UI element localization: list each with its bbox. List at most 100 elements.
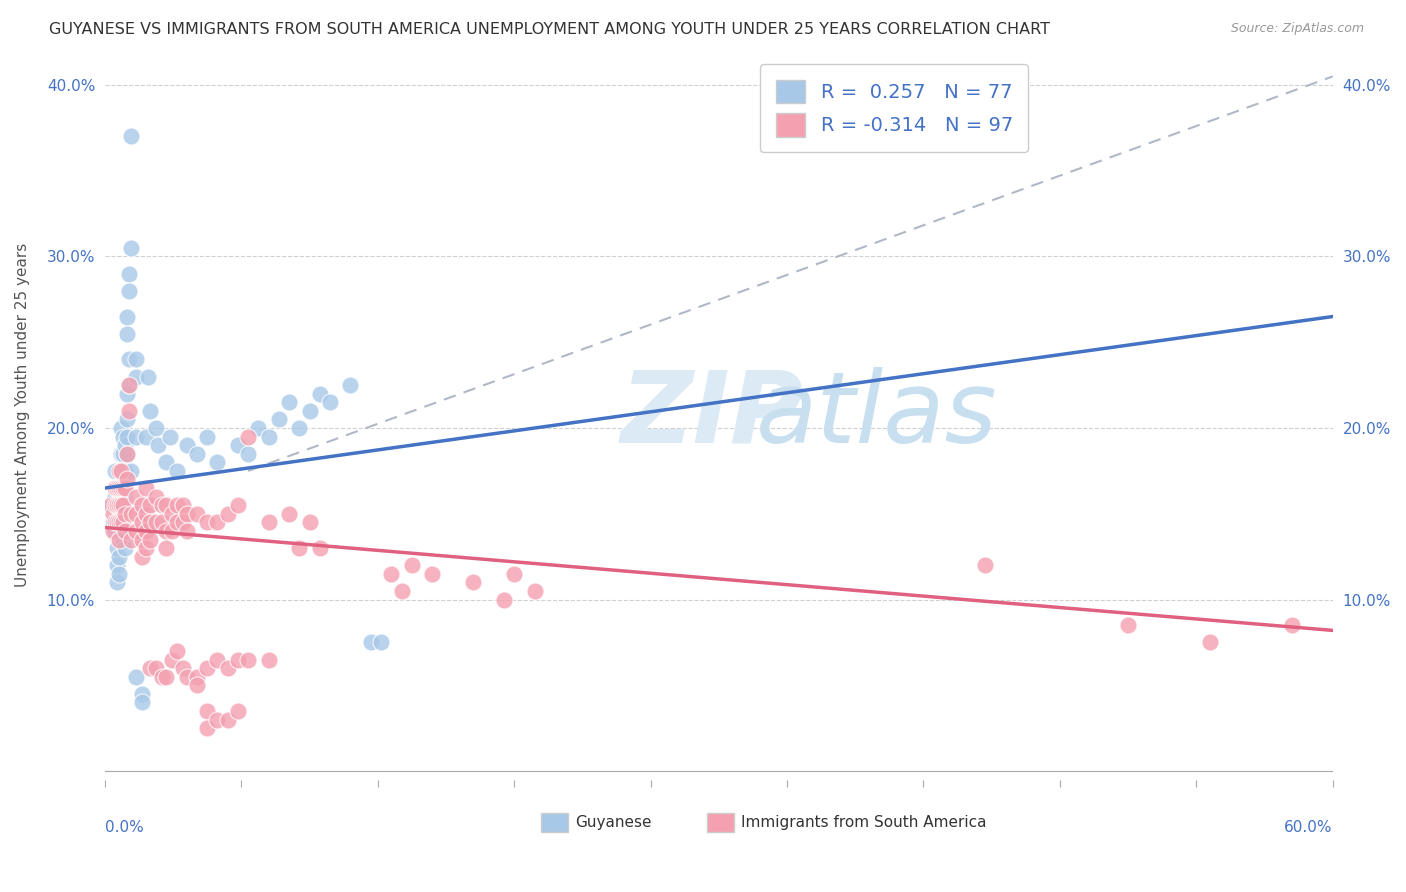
Point bbox=[186, 447, 208, 461]
Point bbox=[104, 524, 127, 538]
Point bbox=[117, 326, 139, 341]
Point bbox=[176, 507, 198, 521]
Point bbox=[110, 498, 132, 512]
Point bbox=[117, 447, 139, 461]
Point bbox=[139, 516, 162, 530]
Point bbox=[131, 695, 153, 709]
Point bbox=[135, 524, 157, 538]
Point bbox=[108, 498, 131, 512]
Point bbox=[124, 352, 146, 367]
Point bbox=[117, 386, 139, 401]
Point bbox=[110, 464, 132, 478]
Point bbox=[124, 670, 146, 684]
Point bbox=[108, 516, 131, 530]
Point bbox=[110, 464, 132, 478]
Point bbox=[162, 507, 184, 521]
Point bbox=[195, 704, 218, 718]
Point bbox=[105, 575, 128, 590]
Point bbox=[110, 524, 132, 538]
Point bbox=[226, 652, 249, 666]
Point bbox=[114, 481, 136, 495]
Point bbox=[420, 566, 443, 581]
Point bbox=[155, 498, 177, 512]
Point bbox=[112, 481, 135, 495]
Point bbox=[288, 421, 311, 435]
Point bbox=[112, 516, 135, 530]
Text: Source: ZipAtlas.com: Source: ZipAtlas.com bbox=[1230, 22, 1364, 36]
Point bbox=[135, 541, 157, 555]
Point bbox=[217, 507, 239, 521]
Point bbox=[523, 584, 546, 599]
Point bbox=[112, 533, 135, 547]
Point bbox=[110, 516, 132, 530]
Point bbox=[104, 490, 127, 504]
Point bbox=[117, 429, 139, 443]
Point bbox=[186, 678, 208, 692]
Point bbox=[104, 516, 127, 530]
Point bbox=[131, 533, 153, 547]
Point bbox=[257, 652, 280, 666]
Point bbox=[118, 284, 141, 298]
Point bbox=[186, 507, 208, 521]
Point bbox=[155, 541, 177, 555]
Point bbox=[247, 421, 270, 435]
Point bbox=[463, 575, 485, 590]
Point bbox=[112, 447, 135, 461]
Point bbox=[124, 490, 146, 504]
Point bbox=[108, 481, 131, 495]
Legend: R =  0.257   N = 77, R = -0.314   N = 97: R = 0.257 N = 77, R = -0.314 N = 97 bbox=[761, 64, 1028, 153]
Point bbox=[172, 498, 194, 512]
Point bbox=[492, 592, 515, 607]
Point bbox=[114, 541, 136, 555]
Point bbox=[110, 447, 132, 461]
Point bbox=[101, 516, 124, 530]
Point bbox=[114, 490, 136, 504]
Point bbox=[308, 386, 330, 401]
Text: 60.0%: 60.0% bbox=[1284, 820, 1333, 835]
Point bbox=[360, 635, 382, 649]
Point bbox=[100, 498, 122, 512]
Point bbox=[101, 524, 124, 538]
Point bbox=[207, 516, 229, 530]
Text: Guyanese: Guyanese bbox=[575, 815, 651, 830]
Point bbox=[401, 558, 423, 573]
Point bbox=[172, 661, 194, 675]
Point bbox=[105, 507, 128, 521]
Point bbox=[1199, 635, 1222, 649]
Point bbox=[267, 412, 290, 426]
Point bbox=[105, 541, 128, 555]
Point bbox=[121, 507, 143, 521]
Point bbox=[195, 516, 218, 530]
Text: 0.0%: 0.0% bbox=[105, 820, 143, 835]
Point bbox=[131, 549, 153, 564]
Point bbox=[118, 378, 141, 392]
Point bbox=[104, 464, 127, 478]
Point bbox=[105, 558, 128, 573]
Point bbox=[131, 687, 153, 701]
Point bbox=[108, 516, 131, 530]
Point bbox=[112, 516, 135, 530]
Point bbox=[105, 516, 128, 530]
Point bbox=[131, 516, 153, 530]
Point bbox=[114, 438, 136, 452]
Text: GUYANESE VS IMMIGRANTS FROM SOUTH AMERICA UNEMPLOYMENT AMONG YOUTH UNDER 25 YEAR: GUYANESE VS IMMIGRANTS FROM SOUTH AMERIC… bbox=[49, 22, 1050, 37]
Point bbox=[118, 352, 141, 367]
Point bbox=[114, 464, 136, 478]
Point bbox=[195, 721, 218, 735]
Point bbox=[117, 473, 139, 487]
Point bbox=[118, 404, 141, 418]
Point bbox=[257, 429, 280, 443]
Point bbox=[114, 524, 136, 538]
Point bbox=[104, 498, 127, 512]
FancyBboxPatch shape bbox=[707, 814, 734, 832]
Point bbox=[139, 661, 162, 675]
Point bbox=[117, 310, 139, 324]
Point bbox=[139, 498, 162, 512]
Point bbox=[380, 566, 402, 581]
Point bbox=[131, 498, 153, 512]
Point bbox=[145, 490, 167, 504]
Point bbox=[108, 464, 131, 478]
Point bbox=[145, 661, 167, 675]
Point bbox=[226, 498, 249, 512]
Point bbox=[108, 566, 131, 581]
